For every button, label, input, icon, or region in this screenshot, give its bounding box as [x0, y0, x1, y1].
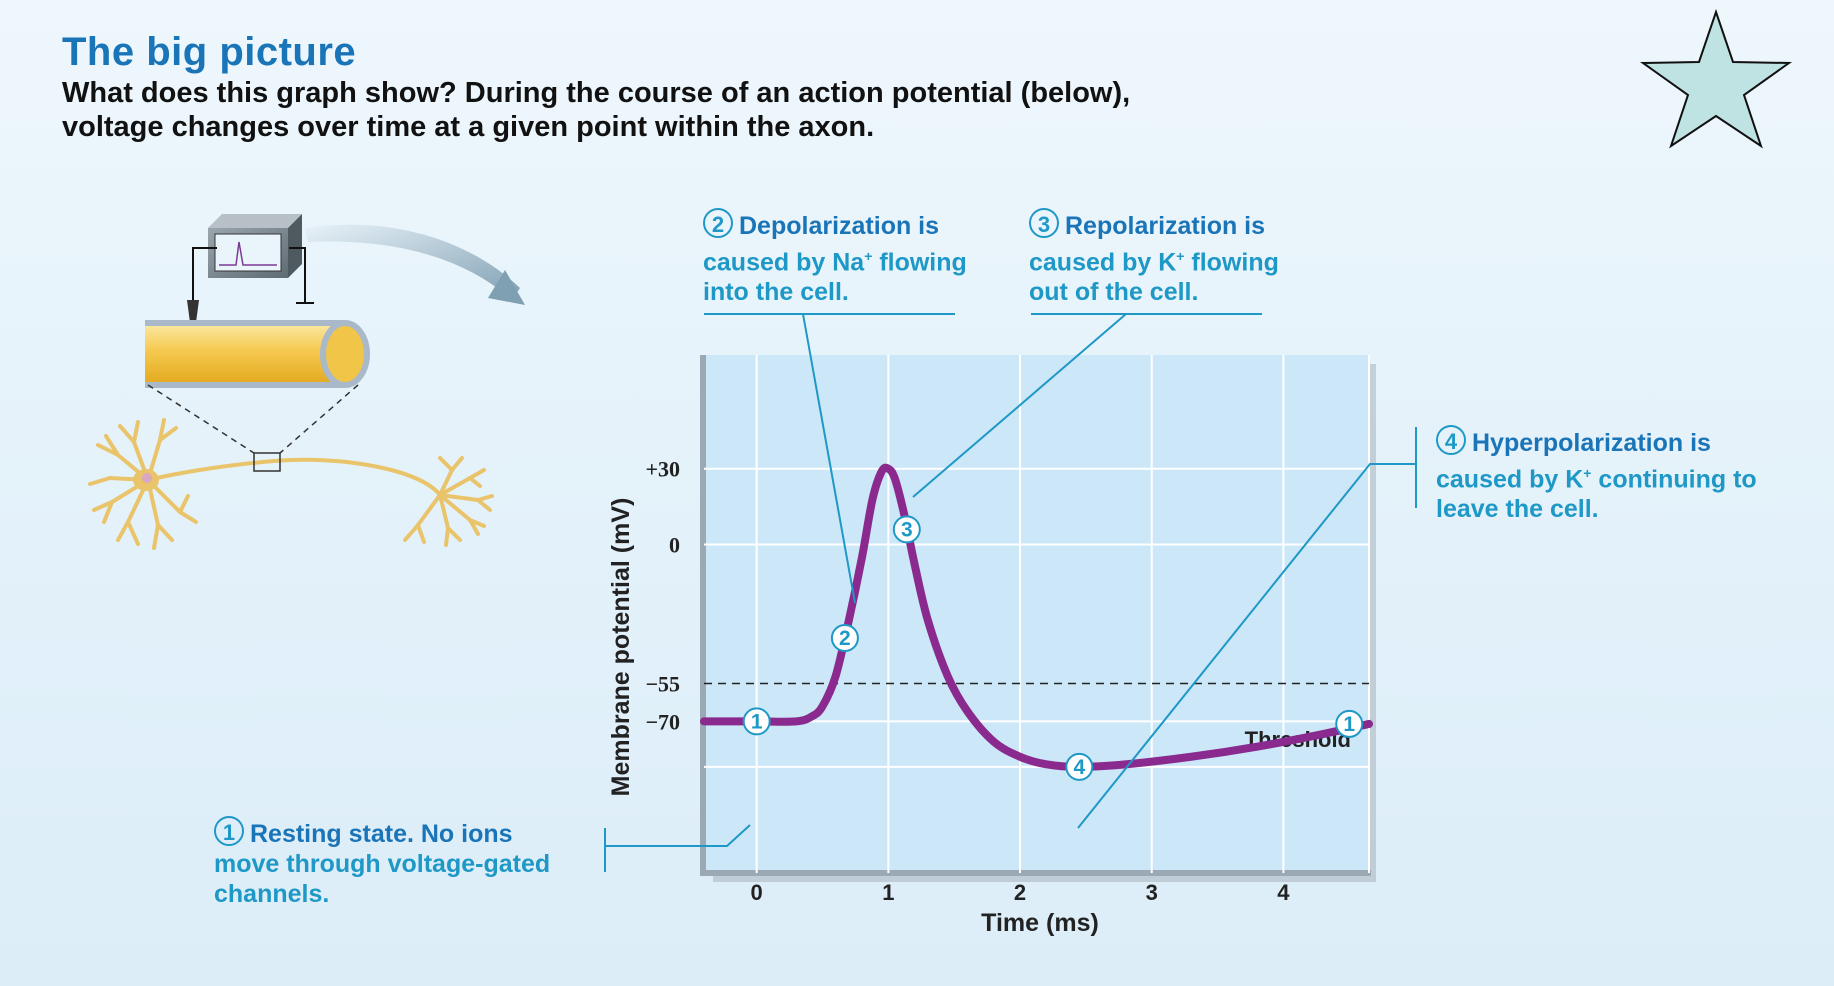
page-subtitle: What does this graph show? During the co… [62, 77, 1131, 143]
axon-illustration [88, 214, 525, 550]
y-tick-label: +30 [645, 457, 680, 482]
oscilloscope-icon [208, 214, 302, 278]
axon-cylinder [145, 320, 370, 388]
badge-3: 3 [1029, 208, 1059, 238]
callout-hyperpolarization: 4 Hyperpolarization is caused by K+ conti… [1436, 425, 1796, 524]
step-marker-circle [1065, 752, 1094, 781]
callout-repolarization: 3 Repolarization is caused by K+ flowing … [1029, 208, 1319, 307]
step-markers: 1 2 3 4 1 [742, 515, 1364, 781]
step-marker-circle [830, 624, 859, 653]
x-tick-label: 0 [751, 880, 763, 905]
callout-body: caused by Na [703, 248, 865, 277]
step-marker-label: 1 [751, 710, 763, 733]
star-icon [1639, 8, 1793, 149]
callout-lead: Depolarization is [739, 212, 940, 240]
x-tick-label: 2 [1014, 880, 1026, 905]
step-marker-circle [742, 707, 771, 736]
callout-body: move through voltage-gated channels. [214, 850, 551, 908]
callout-lead: Repolarization is [1065, 212, 1266, 240]
page-title: The big picture [62, 30, 357, 74]
step-marker-label: 1 [1343, 713, 1355, 736]
step-marker: 3 [892, 515, 921, 544]
step-marker-label: 2 [839, 627, 851, 650]
badge-1: 1 [214, 816, 244, 846]
neuron-icon [88, 418, 494, 550]
callout-lead: Hyperpolarization is [1472, 429, 1711, 457]
callout-body: flowing into the cell. [703, 248, 967, 307]
callout-body: caused by K [1436, 465, 1584, 494]
step-marker-label: 3 [901, 518, 913, 541]
pointer-arrow-icon [305, 224, 520, 300]
step-marker: 1 [742, 707, 771, 736]
callout-resting: 1 Resting state. No ions move through vol… [214, 816, 564, 909]
leader-lines [604, 313, 1417, 872]
x-tick-label: 4 [1277, 880, 1290, 905]
callout-body: flowing out of the cell. [1029, 248, 1279, 307]
badge-2: 2 [703, 208, 733, 238]
y-tick-label: −70 [645, 709, 680, 734]
x-tick-label: 3 [1146, 880, 1158, 905]
x-axis-title: Time (ms) [981, 909, 1099, 937]
callout-body: continuing to leave the cell. [1436, 465, 1757, 524]
chart-grid [704, 355, 1370, 873]
badge-4: 4 [1436, 425, 1466, 455]
axis-ticks: 0 1 2 3 4 +30 0 −55 −70 [645, 457, 1290, 905]
step-marker: 1 [1335, 709, 1364, 738]
step-marker-circle [892, 515, 921, 544]
superscript: + [864, 248, 873, 264]
plot-area [704, 355, 1369, 873]
step-marker-circle [1335, 709, 1364, 738]
y-tick-label: 0 [669, 533, 680, 558]
callout-lead: Resting state. No ions [250, 820, 513, 848]
callout-depolarization: 2 Depolarization is caused by Na+ flowing… [703, 208, 1003, 307]
y-axis-title: Membrane potential (mV) [607, 498, 635, 797]
superscript: + [1583, 465, 1592, 481]
x-tick-label: 1 [882, 880, 894, 905]
step-marker: 2 [830, 624, 859, 653]
superscript: + [1176, 248, 1185, 264]
callout-body: caused by K [1029, 248, 1177, 277]
action-potential-curve [700, 463, 1373, 771]
step-marker: 4 [1065, 752, 1094, 781]
y-tick-label: −55 [645, 671, 680, 696]
step-marker-label: 4 [1073, 756, 1085, 779]
